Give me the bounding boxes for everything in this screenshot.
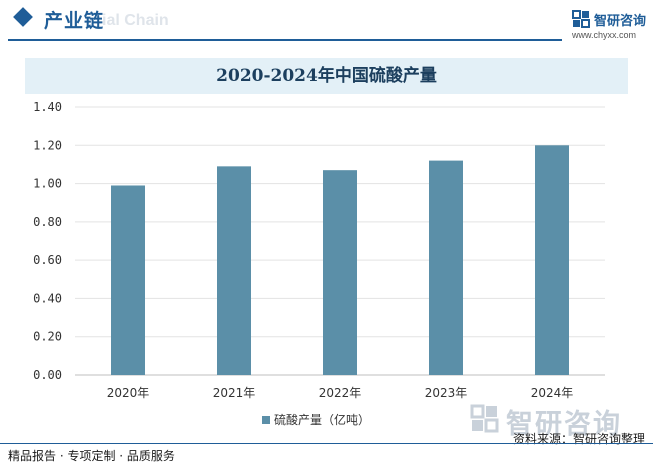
chart-title: 2020-2024年中国硫酸产量 (216, 66, 437, 86)
footer: 精品报告 · 专项定制 · 品质服务 (0, 441, 653, 468)
bar (217, 166, 251, 375)
x-tick-label: 2022年 (319, 386, 362, 400)
header: 产业链 ial Chain 智研咨询 www.chyxx.com (0, 0, 653, 44)
y-tick-label: 0.80 (33, 215, 62, 229)
x-tick-label: 2023年 (425, 386, 468, 400)
x-tick-label: 2021年 (213, 386, 256, 400)
bar (535, 145, 569, 375)
y-tick-label: 1.20 (33, 138, 62, 152)
x-tick-label: 2024年 (531, 386, 574, 400)
footer-divider (0, 443, 653, 444)
legend-label: 硫酸产量（亿吨） (274, 412, 370, 427)
header-url: www.chyxx.com (572, 30, 637, 40)
header-title: 产业链 (44, 10, 105, 32)
y-tick-label: 0.60 (33, 253, 62, 267)
brand-watermark-logo-icon (470, 404, 499, 433)
brand-watermark: 智研咨询 (506, 409, 622, 440)
legend-swatch (262, 416, 270, 424)
x-tick-label: 2020年 (107, 386, 150, 400)
chart-title-band: 2020-2024年中国硫酸产量 (25, 58, 628, 94)
brand-logo-icon (572, 10, 590, 28)
header-divider (8, 39, 562, 41)
y-tick-label: 1.00 (33, 177, 62, 191)
bar (323, 170, 357, 375)
y-tick-label: 0.00 (33, 368, 62, 382)
bar (111, 185, 145, 375)
header-watermark: ial Chain (102, 12, 169, 29)
header-brand: 智研咨询 (594, 14, 647, 29)
bar (429, 160, 463, 375)
y-tick-label: 0.20 (33, 330, 62, 344)
y-tick-label: 1.40 (33, 100, 62, 114)
source-note: 资料来源：智研咨询整理 (512, 432, 645, 446)
footer-tagline: 精品报告 · 专项定制 · 品质服务 (8, 449, 175, 463)
y-tick-label: 0.40 (33, 291, 62, 305)
